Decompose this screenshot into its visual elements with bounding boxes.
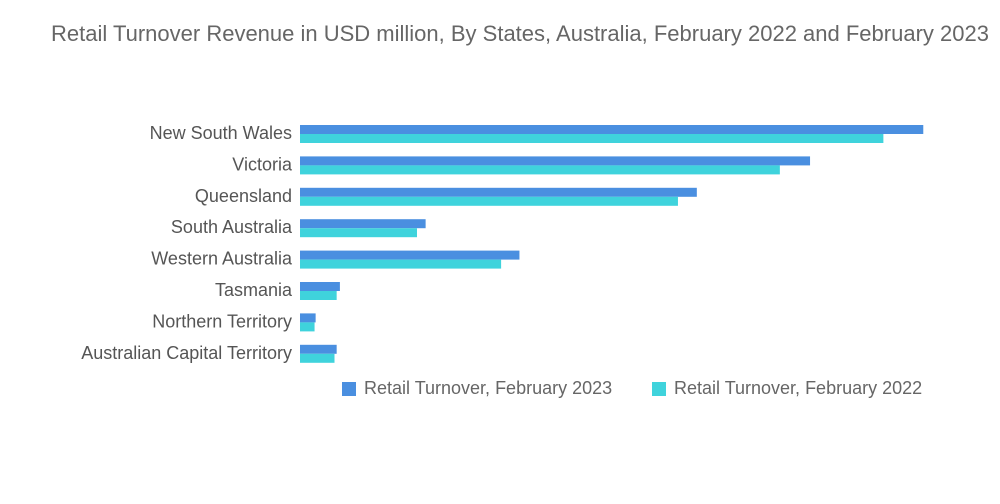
bar-tasmania-2022 [300, 291, 337, 300]
bar-south-australia-2022 [300, 228, 417, 238]
legend-label-2022: Retail Turnover, February 2022 [674, 378, 923, 398]
bar-tasmania-2023 [300, 282, 340, 291]
legend-label-2023: Retail Turnover, February 2023 [364, 378, 613, 398]
category-label-victoria: Victoria [232, 154, 293, 174]
legend-item-2022: Retail Turnover, February 2022 [652, 378, 922, 399]
legend-swatch-2022 [652, 381, 666, 396]
bar-northern-territory-2023 [300, 313, 316, 323]
category-label-tasmania: Tasmania [215, 280, 293, 300]
category-label-northern-territory: Northern Territory [152, 311, 292, 331]
bar-south-australia-2023 [300, 219, 426, 229]
bar-western-australia-2023 [300, 250, 520, 260]
category-label-new-south-wales: New South Wales [150, 123, 292, 143]
legend-swatch-2023 [342, 381, 356, 396]
category-label-australian-capital-territory: Australian Capital Territory [81, 343, 292, 363]
bar-victoria-2023 [300, 156, 811, 166]
category-label-western-australia: Western Australia [151, 249, 293, 269]
category-label-south-australia: South Australia [171, 217, 293, 237]
bar-queensland-2023 [300, 187, 697, 197]
bar-australian-capital-territory-2023 [300, 344, 337, 354]
bar-northern-territory-2022 [300, 322, 315, 332]
category-label-queensland: Queensland [195, 186, 292, 206]
bar-new-south-wales-2022 [300, 134, 884, 143]
bar-western-australia-2022 [300, 259, 502, 269]
chart-title: Retail Turnover Revenue in USD million, … [51, 21, 989, 46]
legend-item-2023: Retail Turnover, February 2023 [342, 378, 612, 399]
legend: Retail Turnover, February 2023 Retail Tu… [0, 378, 1000, 404]
bar-new-south-wales-2023 [300, 125, 924, 134]
bar-victoria-2022 [300, 165, 780, 175]
bar-queensland-2022 [300, 196, 678, 206]
bar-australian-capital-territory-2022 [300, 353, 335, 363]
